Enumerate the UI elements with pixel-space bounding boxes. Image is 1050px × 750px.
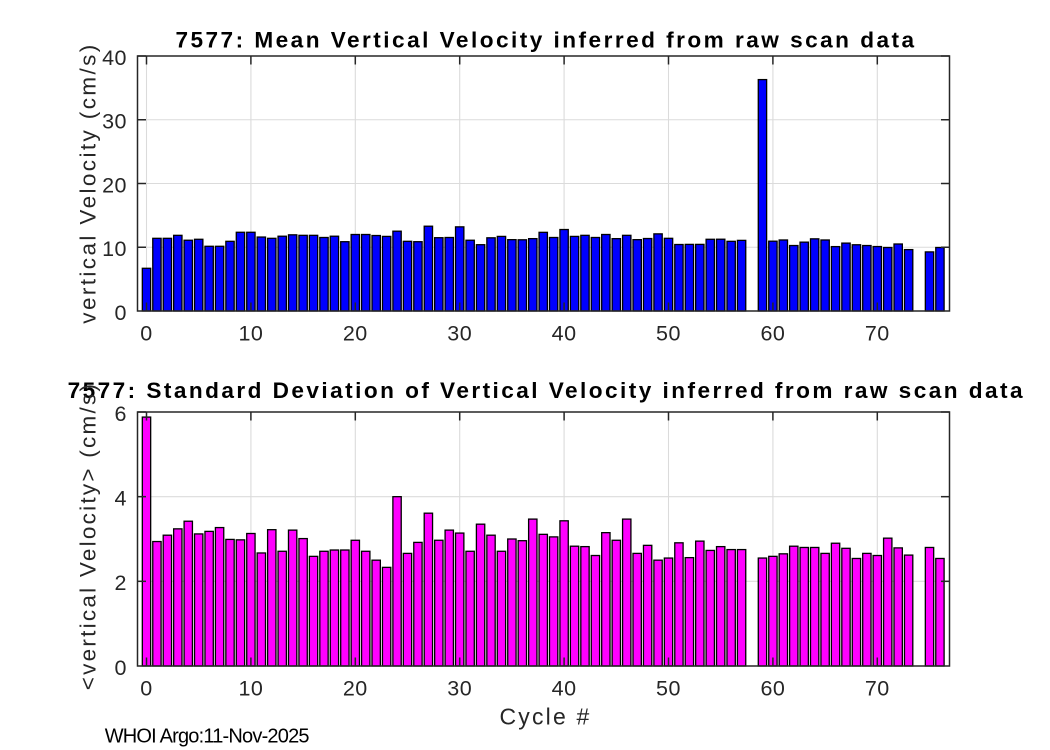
svg-text:50: 50 (656, 677, 681, 701)
svg-text:40: 40 (552, 677, 577, 701)
svg-text:0: 0 (115, 656, 127, 680)
svg-text:30: 30 (102, 110, 127, 134)
svg-text:20: 20 (343, 677, 368, 701)
svg-text:2: 2 (115, 571, 127, 595)
svg-text:4: 4 (115, 487, 127, 511)
svg-text:7577: Standard Deviation of Ve: 7577: Standard Deviation of Vertical Vel… (68, 378, 1025, 403)
svg-text:50: 50 (656, 322, 681, 346)
svg-text:60: 60 (760, 677, 785, 701)
svg-text:60: 60 (760, 322, 785, 346)
svg-text:20: 20 (102, 173, 127, 197)
svg-text:70: 70 (865, 677, 890, 701)
svg-text:<vertical Velocity> (cm/s): <vertical Velocity> (cm/s) (76, 382, 101, 691)
svg-text:40: 40 (102, 46, 127, 70)
svg-text:40: 40 (552, 322, 577, 346)
svg-text:10: 10 (238, 322, 263, 346)
svg-text:0: 0 (140, 322, 152, 346)
svg-text:20: 20 (343, 322, 368, 346)
svg-text:30: 30 (447, 677, 472, 701)
svg-text:0: 0 (115, 301, 127, 325)
svg-text:30: 30 (447, 322, 472, 346)
svg-text:0: 0 (140, 677, 152, 701)
svg-text:WHOI Argo:11-Nov-2025: WHOI Argo:11-Nov-2025 (105, 725, 310, 747)
svg-text:Cycle #: Cycle # (499, 704, 591, 730)
svg-text:7577: Mean Vertical Velocity i: 7577: Mean Vertical Velocity inferred fr… (175, 27, 916, 52)
svg-text:70: 70 (865, 322, 890, 346)
svg-text:10: 10 (238, 677, 263, 701)
svg-text:vertical Velocity (cm/s): vertical Velocity (cm/s) (76, 42, 101, 323)
svg-text:6: 6 (115, 402, 127, 426)
svg-text:10: 10 (102, 237, 127, 261)
